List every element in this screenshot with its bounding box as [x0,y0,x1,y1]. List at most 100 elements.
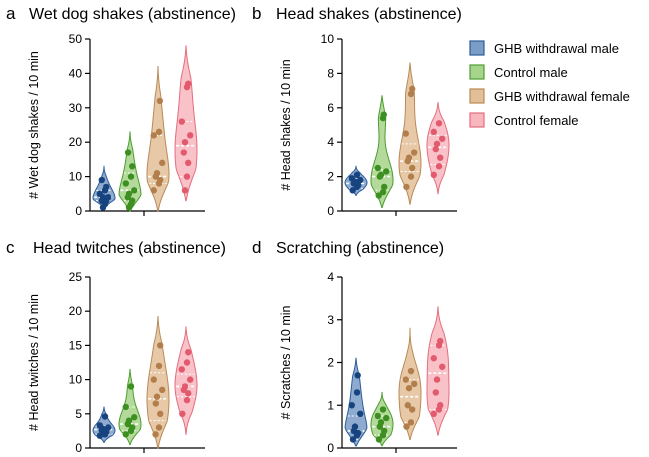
y-tick-label: 2 [327,170,334,184]
y-tick-label: 25 [69,270,83,284]
violin-control-female [426,102,450,195]
data-point [179,410,186,417]
data-point [178,118,185,125]
violin-ghb-withdrawal-female [146,66,170,212]
violin-control-male [370,391,394,447]
data-point [433,140,441,148]
violin-ghb-withdrawal-male [92,165,116,211]
y-axis-label: # Head twitches / 10 min [27,294,41,431]
violin-control-female [174,45,198,202]
data-point [185,159,192,167]
data-point [379,188,387,196]
data-point [409,85,416,93]
y-tick-label: 4 [327,135,334,149]
legend-swatch [469,40,485,56]
data-point [122,431,129,438]
data-point [152,431,159,438]
data-point [131,187,138,194]
data-point [155,424,163,431]
data-point [437,337,444,345]
violin-body [370,95,394,209]
data-point [157,410,164,417]
data-point [349,436,357,443]
violin-control-male [370,95,394,209]
data-point [96,422,104,429]
data-point [105,194,112,201]
legend-swatch [469,112,485,128]
data-point [430,171,437,179]
data-point [353,171,361,179]
violin-body [344,357,368,447]
data-point [153,393,161,400]
legend-item-control-female: Control female [469,112,579,128]
data-point [383,414,390,422]
data-point [181,139,189,146]
violin-control-male [118,368,142,446]
data-point [187,376,194,383]
data-point [98,176,106,184]
data-point [439,135,446,142]
data-point [407,173,415,180]
data-point [374,164,381,172]
violin-ghb-withdrawal-female [398,327,422,440]
data-point [183,359,191,366]
legend-swatch [469,64,485,80]
panel-b: b Head shakes (abstinence) # Head shakes /… [252,4,462,218]
data-point [435,163,443,170]
data-point [103,183,110,191]
data-point [129,197,136,204]
data-point [185,80,192,87]
violin-body [146,316,170,449]
panel-letter: b [252,4,261,23]
y-tick-label: 4 [327,270,334,284]
y-tick-label: 10 [321,32,335,46]
data-point [357,176,364,184]
violin-ghb-withdrawal-female [398,62,422,205]
legend: GHB withdrawal male Control male GHB withd… [469,40,630,128]
data-point [96,432,104,439]
data-point [411,380,418,388]
legend-item-ghb-withdrawal-male: GHB withdrawal male [469,40,619,56]
data-point [129,163,136,170]
data-point [122,403,129,411]
data-point [105,424,112,431]
data-point [437,154,444,161]
chart-title: Wet dog shakes (abstinence) [29,6,236,23]
data-point [437,402,444,409]
y-tick-label: 0 [75,204,82,218]
data-point [402,130,409,137]
legend-label: GHB withdrawal male [494,41,619,56]
y-axis-label: # Wet dog shakes / 10 min [27,51,41,199]
legend-label: Control male [494,65,568,80]
panel-c: c Head twitches (abstinence) # Head twitch… [6,238,226,455]
y-tick-label: 40 [69,66,83,80]
data-point [430,128,437,136]
data-point [430,355,437,362]
y-tick-label: 6 [327,101,334,115]
data-point [407,419,415,426]
data-point [403,423,410,430]
legend-item-ghb-withdrawal-female: GHB withdrawal female [469,88,630,104]
panel-letter: c [6,238,15,257]
violin-ghb-withdrawal-male [344,165,368,197]
data-point [409,406,416,413]
data-point [150,187,157,194]
data-point [156,97,164,105]
data-point [157,176,164,184]
y-tick-label: 0 [327,441,334,455]
data-point [354,372,361,379]
data-point [187,132,194,139]
data-point [439,363,446,370]
violin-control-male [118,131,142,212]
data-point [383,168,390,175]
violin-ghb-withdrawal-male [344,357,368,447]
y-tick-label: 30 [69,101,83,115]
chart-title: Head shakes (abstinence) [276,6,462,23]
violin-body [174,45,198,202]
y-tick-label: 0 [75,441,82,455]
data-point [379,406,387,413]
legend-item-control-male: Control male [469,64,568,80]
data-point [155,362,163,370]
y-tick-label: 3 [327,313,334,327]
